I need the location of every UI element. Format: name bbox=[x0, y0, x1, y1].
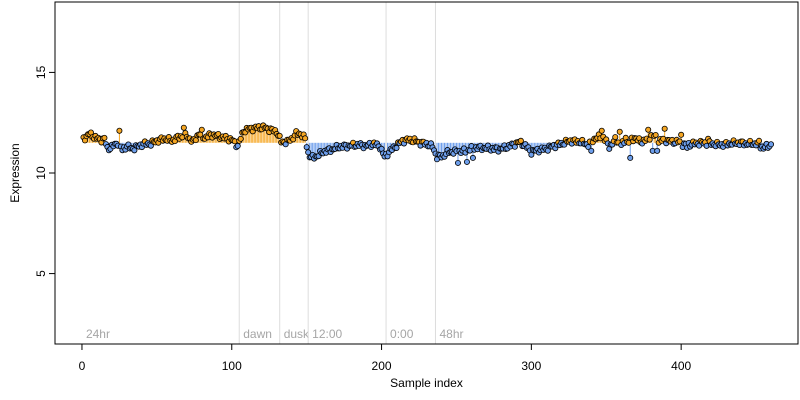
data-point bbox=[198, 126, 205, 133]
data-point bbox=[652, 131, 659, 138]
data-point bbox=[116, 127, 123, 134]
x-tick-label: 100 bbox=[222, 359, 242, 373]
y-axis: 5 10 15 bbox=[34, 65, 55, 277]
data-point bbox=[598, 127, 605, 134]
time-markers: 24hr dawn dusk 12:00 0:00 48hr bbox=[86, 2, 464, 344]
x-tick-label: 200 bbox=[372, 359, 392, 373]
y-tick-label: 10 bbox=[34, 166, 48, 180]
data-point bbox=[654, 147, 661, 154]
time-marker-label: 12:00 bbox=[312, 327, 342, 341]
data-point bbox=[302, 135, 309, 142]
data-point bbox=[645, 126, 652, 133]
data-point bbox=[469, 154, 476, 161]
data-point bbox=[101, 134, 108, 141]
data-point bbox=[616, 128, 623, 135]
data-point bbox=[756, 137, 763, 144]
data-point bbox=[234, 142, 241, 149]
data-point bbox=[303, 144, 310, 151]
x-tick-label: 0 bbox=[79, 359, 86, 373]
x-tick-label: 400 bbox=[671, 359, 691, 373]
data-point bbox=[768, 141, 775, 148]
data-point bbox=[454, 159, 461, 166]
time-marker-label: dawn bbox=[243, 327, 272, 341]
time-marker-label: 24hr bbox=[86, 327, 110, 341]
x-tick-label: 300 bbox=[521, 359, 541, 373]
data-point bbox=[585, 144, 592, 151]
data-point bbox=[627, 154, 634, 161]
data-point bbox=[612, 134, 619, 141]
data-point bbox=[192, 137, 199, 144]
x-axis: 0 100 200 300 400 bbox=[79, 344, 691, 373]
data-point bbox=[237, 135, 244, 142]
data-point bbox=[180, 124, 187, 131]
data-point bbox=[661, 125, 668, 132]
data-point bbox=[463, 158, 470, 165]
x-axis-label: Sample index bbox=[390, 376, 463, 390]
data-point bbox=[588, 147, 595, 154]
time-marker-label: 0:00 bbox=[390, 327, 414, 341]
data-point bbox=[678, 131, 685, 138]
time-marker-label: dusk bbox=[284, 327, 310, 341]
data-points bbox=[80, 122, 775, 166]
time-marker-label: 48hr bbox=[439, 327, 463, 341]
data-point bbox=[393, 144, 400, 151]
y-tick-label: 15 bbox=[34, 65, 48, 79]
y-axis-label: Expression bbox=[8, 143, 22, 202]
data-point bbox=[276, 132, 283, 139]
y-tick-label: 5 bbox=[34, 270, 48, 277]
data-point bbox=[517, 137, 524, 144]
plot-frame bbox=[54, 1, 799, 345]
